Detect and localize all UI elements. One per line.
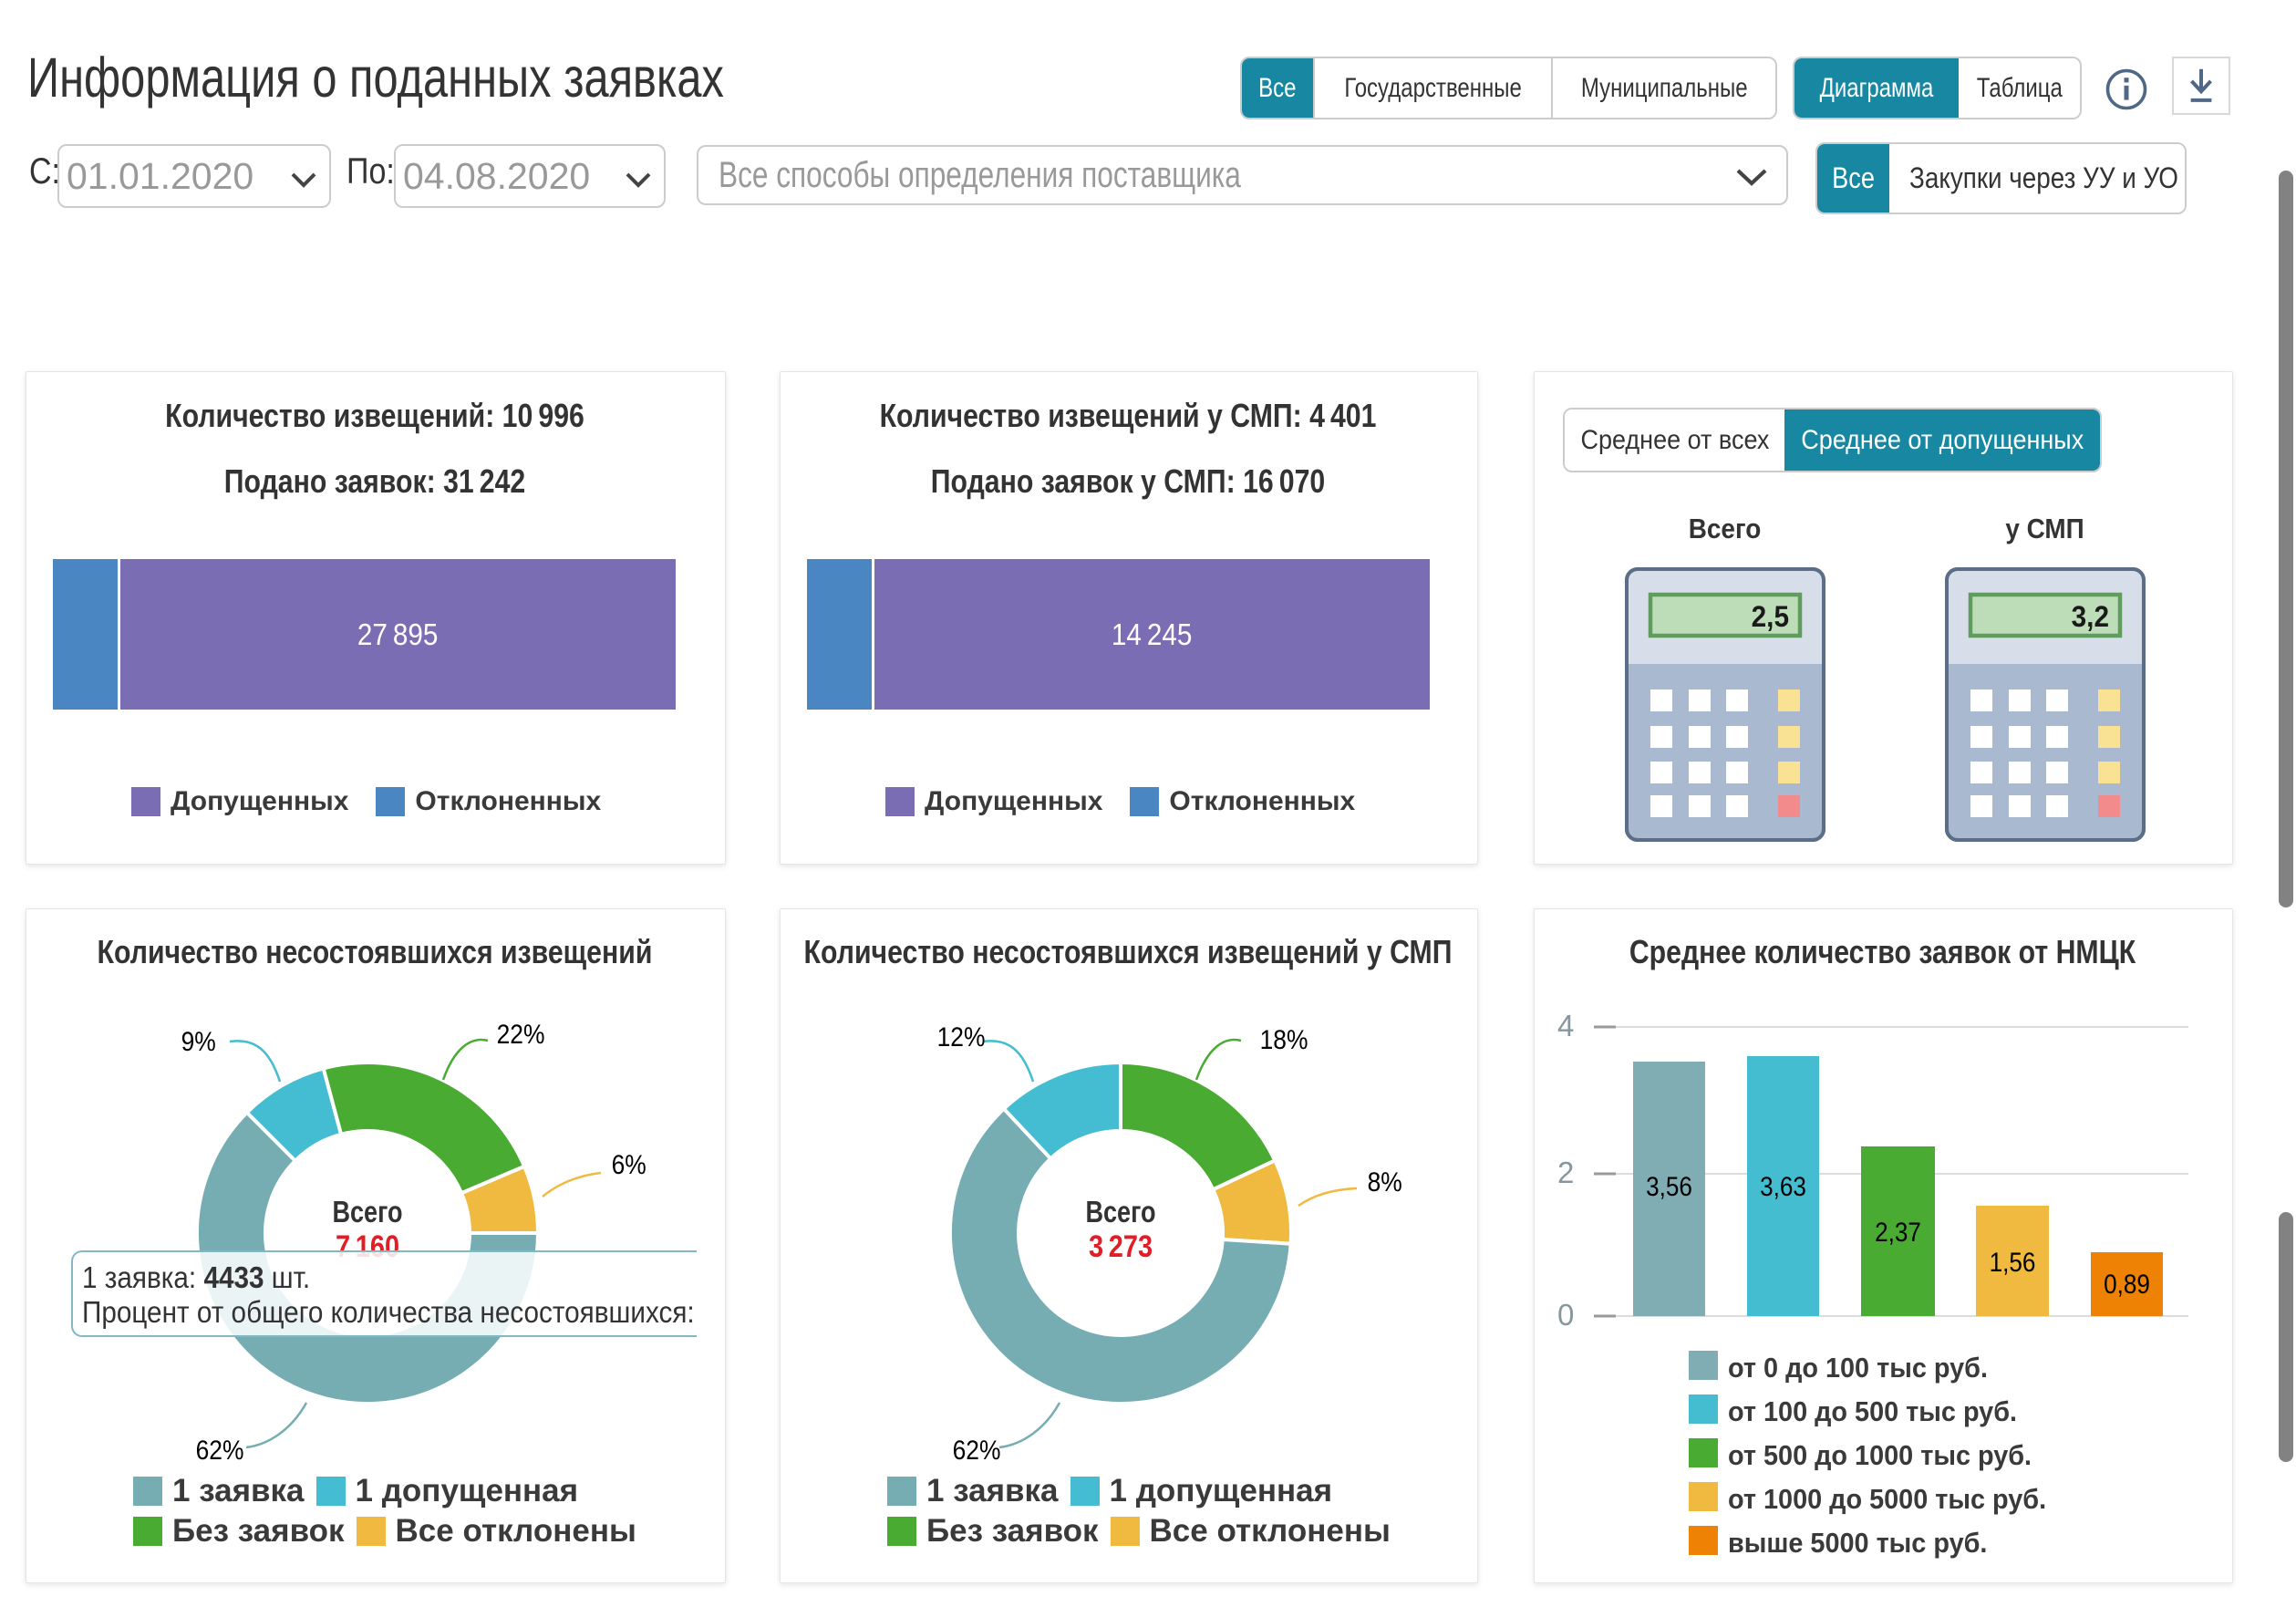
svg-text:2,5: 2,5	[1752, 600, 1789, 633]
svg-text:3,2: 3,2	[2072, 600, 2109, 633]
